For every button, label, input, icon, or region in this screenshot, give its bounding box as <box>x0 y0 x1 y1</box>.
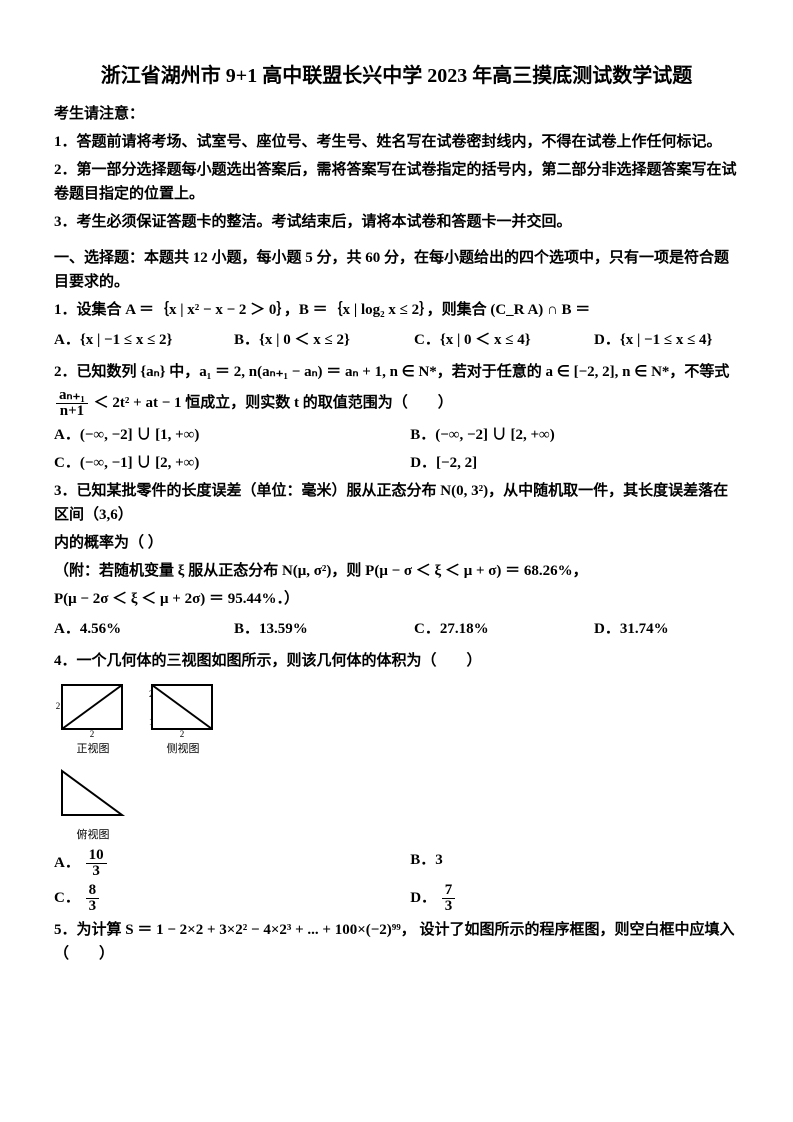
svg-text:2: 2 <box>56 701 61 711</box>
q3-stem-2: 内的概率为（ ） <box>54 531 739 555</box>
q4-options-row2: C． 8 3 D． 7 3 <box>54 883 739 914</box>
q2-option-a: A．(−∞, −2] ∪ [1, +∞) <box>54 423 383 447</box>
note-3: 3．考生必须保证答题卡的整洁。考试结束后，请将本试卷和答题卡一并交回。 <box>54 210 739 234</box>
q3-stem-1: 3．已知某批零件的长度误差（单位：毫米）服从正态分布 N(0, 3²)，从中随机… <box>54 479 739 527</box>
q3-option-b: B．13.59% <box>234 617 374 641</box>
q3-option-d: D．31.74% <box>594 617 734 641</box>
q4-top-view: 俯视图 <box>54 763 739 845</box>
q1-options: A．{x | −1 ≤ x ≤ 2} B．{x | 0 ＜ x ≤ 2} C．{… <box>54 328 739 352</box>
q4d-frac: 7 3 <box>442 883 456 914</box>
top-view-label: 俯视图 <box>54 827 132 845</box>
notes-header: 考生请注意： <box>54 102 739 126</box>
q3-option-c: C．27.18% <box>414 617 554 641</box>
section-heading: 一、选择题：本题共 12 小题，每小题 5 分，共 60 分，在每小题给出的四个… <box>54 246 739 294</box>
note-2: 2．第一部分选择题每小题选出答案后，需将答案写在试卷指定的括号内，第二部分非选择… <box>54 158 739 206</box>
q4d-den: 3 <box>442 899 456 914</box>
q1-option-c: C．{x | 0 ＜ x ≤ 4} <box>414 328 554 352</box>
q2-option-c: C．(−∞, −1] ∪ [2, +∞) <box>54 451 383 475</box>
q1-stem: 1．设集合 A ＝｛x | x² − x − 2 ＞ 0｝，B ＝｛x | lo… <box>54 298 739 322</box>
q1-option-b: B．{x | 0 ＜ x ≤ 2} <box>234 328 374 352</box>
q4-option-b: B．3 <box>410 848 739 879</box>
q2-frac-den: n+1 <box>56 404 88 419</box>
side-view-label: 侧视图 <box>144 741 222 759</box>
q3-options: A．4.56% B．13.59% C．27.18% D．31.74% <box>54 617 739 641</box>
q2-options-row2: C．(−∞, −1] ∪ [2, +∞) D．[−2, 2] <box>54 451 739 475</box>
q2-stem-1: 2．已知数列 {aₙ} 中，a₁ ＝ 2, n(aₙ₊₁ − aₙ) ＝ aₙ … <box>54 360 739 384</box>
q4-option-d: D． 7 3 <box>410 883 739 914</box>
q4c-frac: 8 3 <box>86 883 100 914</box>
q4a-num: 10 <box>86 848 107 864</box>
q4-stem: 4．一个几何体的三视图如图所示，则该几何体的体积为（ ） <box>54 649 739 673</box>
page-title: 浙江省湖州市 9+1 高中联盟长兴中学 2023 年高三摸底测试数学试题 <box>54 60 739 92</box>
q4-front-view: 2 2 正视图 <box>54 677 132 759</box>
front-view-svg: 2 2 <box>54 677 132 739</box>
q2-frac-num: aₙ₊₁ <box>56 388 88 404</box>
q3-option-a: A．4.56% <box>54 617 194 641</box>
q4-figures-top: 2 2 正视图 2 1 2 侧视图 <box>54 677 739 759</box>
note-1: 1．答题前请将考场、试室号、座位号、考生号、姓名写在试卷密封线内，不得在试卷上作… <box>54 130 739 154</box>
q2-stem-2: aₙ₊₁ n+1 ＜ 2t² + at − 1 恒成立，则实数 t 的取值范围为… <box>54 388 739 419</box>
svg-text:1: 1 <box>149 717 154 727</box>
q4c-num: 8 <box>86 883 100 899</box>
q5-stem: 5．为计算 S ＝ 1 − 2×2 + 3×2² − 4×2³ + ... + … <box>54 918 739 966</box>
q4-options-row1: A． 10 3 B．3 <box>54 848 739 879</box>
q4d-num: 7 <box>442 883 456 899</box>
q4a-den: 3 <box>86 864 107 879</box>
side-view-svg: 2 1 2 <box>144 677 222 739</box>
q1-option-a: A．{x | −1 ≤ x ≤ 2} <box>54 328 194 352</box>
q4-option-a: A． 10 3 <box>54 848 383 879</box>
q4-option-c: C． 8 3 <box>54 883 383 914</box>
q2-option-d: D．[−2, 2] <box>410 451 739 475</box>
page: 浙江省湖州市 9+1 高中联盟长兴中学 2023 年高三摸底测试数学试题 考生请… <box>0 0 793 1010</box>
q3-attach-1: （附：若随机变量 ξ 服从正态分布 N(μ, σ²)，则 P(μ − σ ＜ ξ… <box>54 559 739 583</box>
q2-stem-rest: ＜ 2t² + at − 1 恒成立，则实数 t 的取值范围为（ ） <box>94 395 453 411</box>
q2-fraction: aₙ₊₁ n+1 <box>56 388 88 419</box>
q4d-prefix: D． <box>410 890 436 906</box>
q2-option-b: B．(−∞, −2] ∪ [2, +∞) <box>410 423 739 447</box>
svg-text:2: 2 <box>180 729 185 739</box>
top-view-svg <box>54 763 132 825</box>
svg-text:2: 2 <box>149 689 154 699</box>
q4a-prefix: A． <box>54 855 80 871</box>
svg-text:2: 2 <box>90 729 95 739</box>
q4a-frac: 10 3 <box>86 848 107 879</box>
q4c-den: 3 <box>86 899 100 914</box>
q4c-prefix: C． <box>54 890 80 906</box>
front-view-label: 正视图 <box>54 741 132 759</box>
q2-options-row1: A．(−∞, −2] ∪ [1, +∞) B．(−∞, −2] ∪ [2, +∞… <box>54 423 739 447</box>
q4-side-view: 2 1 2 侧视图 <box>144 677 222 759</box>
q3-attach-2: P(μ − 2σ ＜ ξ ＜ μ + 2σ) ＝ 95.44%．） <box>54 587 739 611</box>
q1-option-d: D．{x | −1 ≤ x ≤ 4} <box>594 328 734 352</box>
